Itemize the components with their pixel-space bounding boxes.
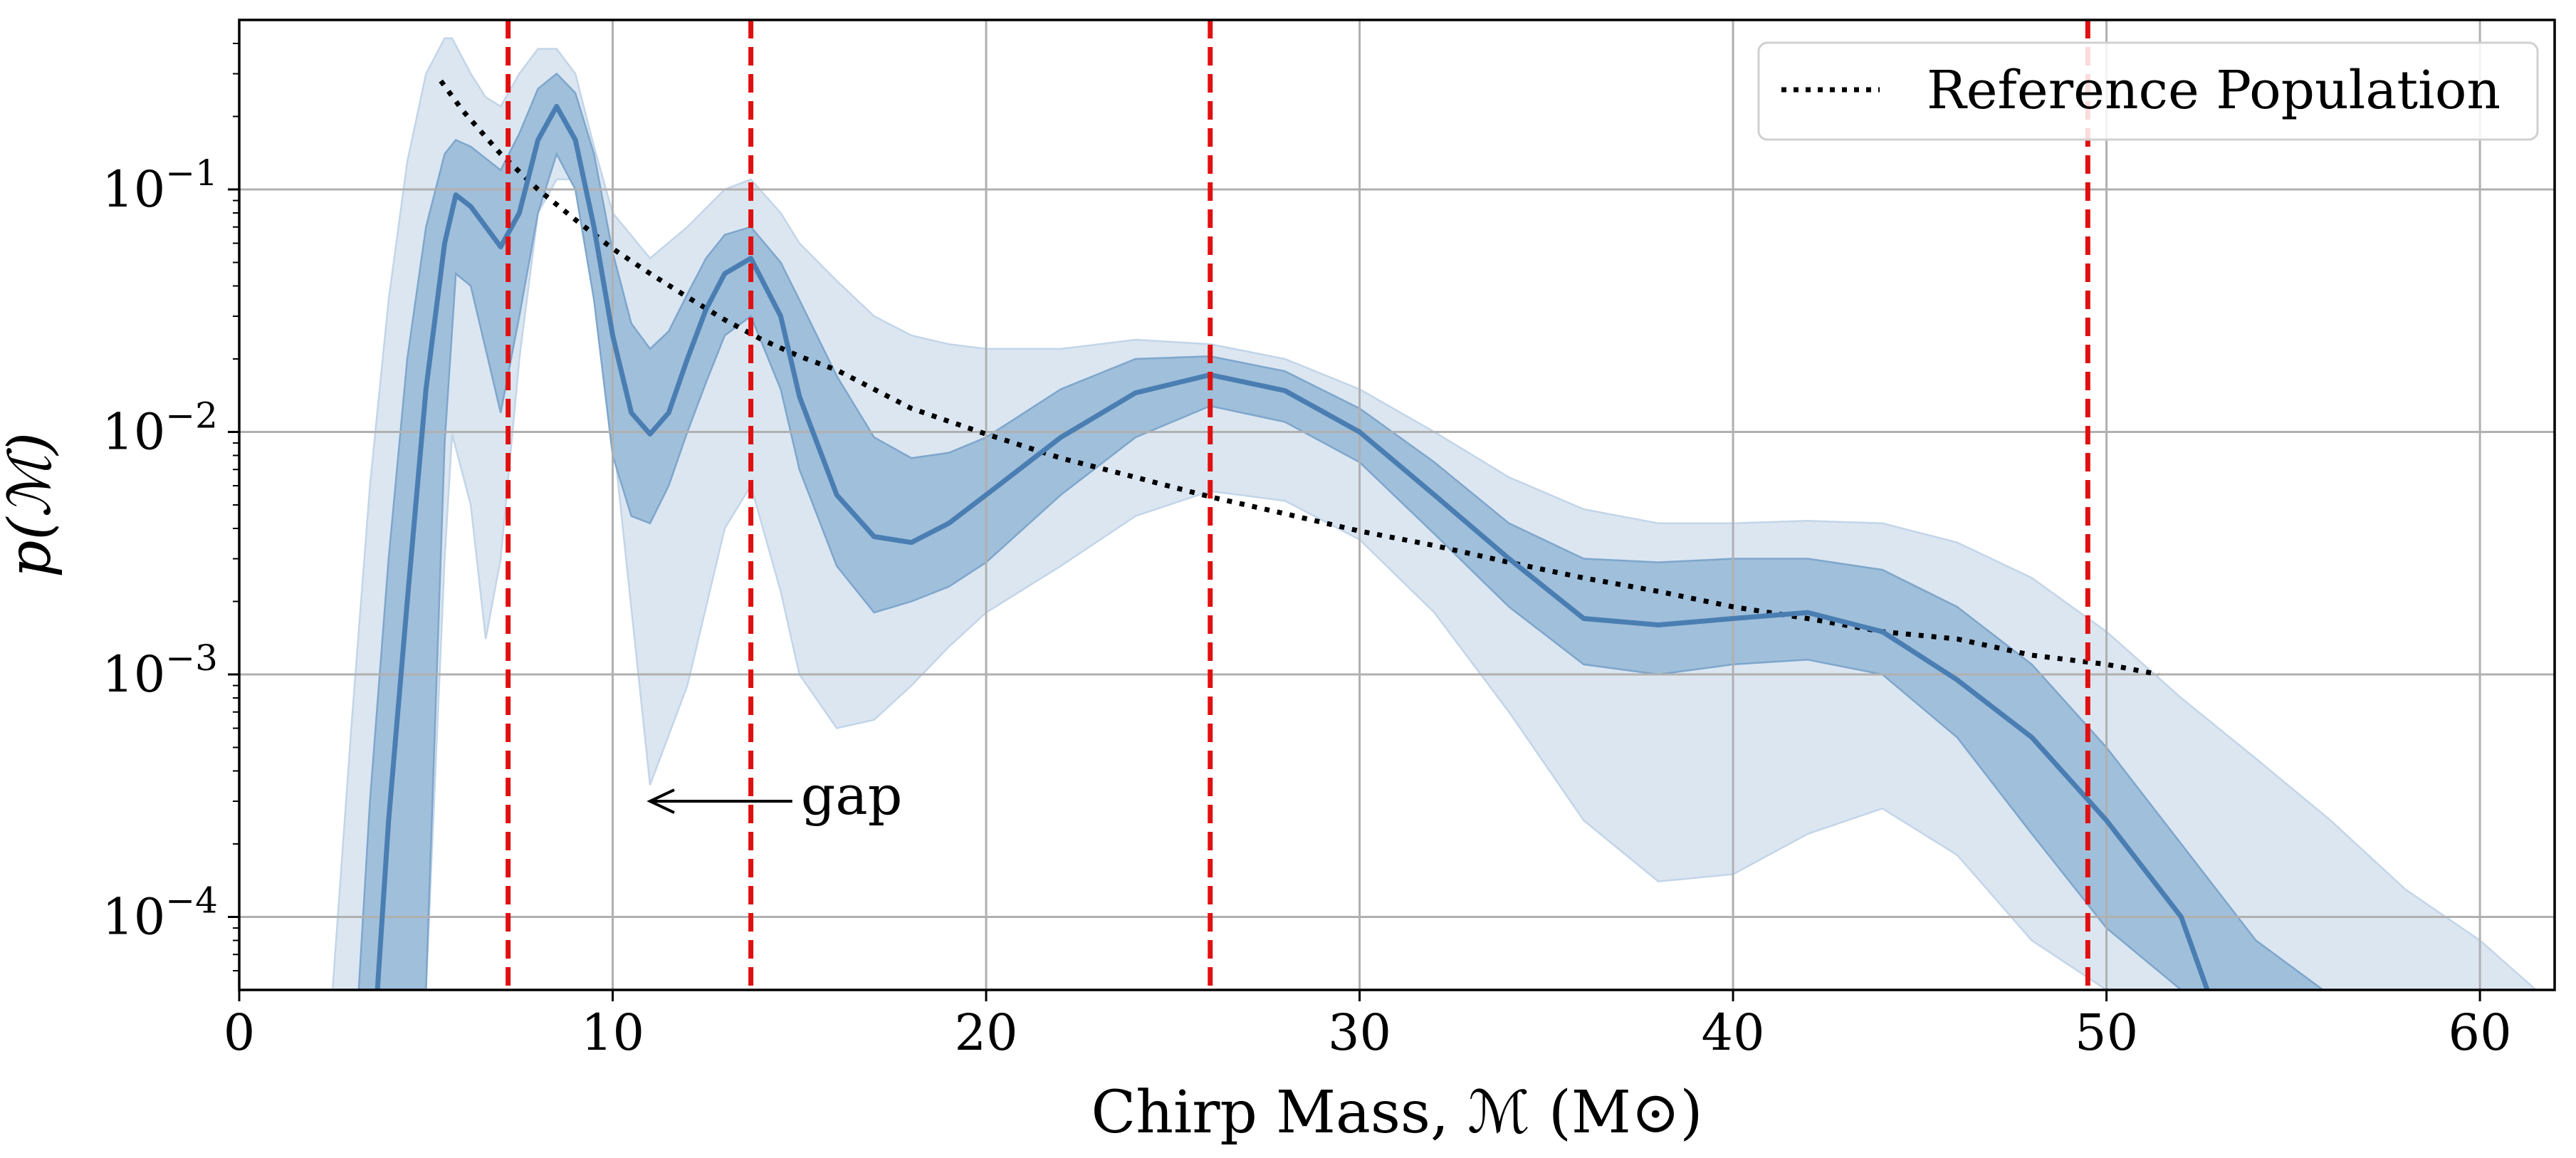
x-tick-label: 0 bbox=[224, 1003, 256, 1062]
inner-credible-band bbox=[357, 72, 2325, 990]
x-axis-title: Chirp Mass, ℳ (M⊙) bbox=[1091, 1079, 1702, 1147]
y-tick-label: 10−3 bbox=[102, 637, 218, 704]
y-axis-title: p(ℳ) bbox=[0, 432, 64, 578]
gap-annotation: gap bbox=[646, 763, 903, 827]
legend-box bbox=[1757, 41, 2539, 141]
y-axis-ticks: 10−1 10−2 10−3 10−4 bbox=[102, 42, 239, 972]
y-tick-label: 10−1 bbox=[102, 152, 218, 219]
x-tick-label: 20 bbox=[954, 1003, 1017, 1062]
x-tick-label: 40 bbox=[1702, 1003, 1765, 1062]
annotation-arrow-head bbox=[646, 788, 675, 814]
x-tick-label: 50 bbox=[2075, 1003, 2138, 1062]
median-line bbox=[375, 103, 2210, 990]
y-tick-label: 10−2 bbox=[102, 395, 218, 461]
legend-label-reference: Reference Population bbox=[1927, 60, 2501, 121]
credible-bands bbox=[331, 37, 2538, 990]
x-tick-label: 30 bbox=[1328, 1003, 1391, 1062]
x-axis-ticks: 0 10 20 30 40 50 60 bbox=[224, 990, 2512, 1062]
axes: 0 10 20 30 40 50 60 10−1 10−2 10−3 10−4 bbox=[102, 19, 2556, 1062]
x-tick-label: 10 bbox=[581, 1003, 644, 1062]
legend: Reference Population bbox=[1757, 41, 2539, 141]
series-lines bbox=[375, 79, 2210, 990]
y-tick-label: 10−4 bbox=[102, 880, 218, 946]
reference-population-line bbox=[439, 79, 2159, 677]
annotation-gap-label: gap bbox=[801, 763, 903, 827]
grid-lines bbox=[239, 20, 2555, 990]
x-tick-label: 60 bbox=[2449, 1003, 2512, 1062]
